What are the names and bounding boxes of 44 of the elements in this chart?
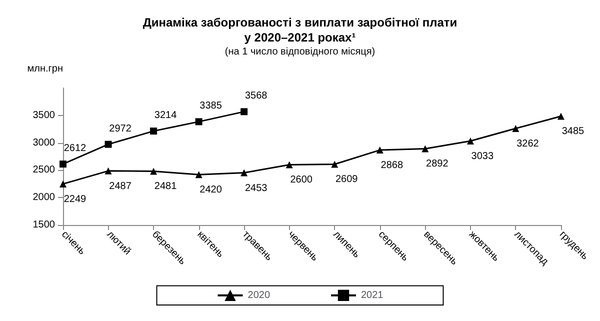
- point: [195, 171, 202, 178]
- legend-label: 2020: [248, 290, 270, 301]
- point: [422, 145, 429, 152]
- data-label: 2487: [109, 180, 132, 192]
- point: [195, 118, 202, 126]
- point: [240, 108, 248, 116]
- point: [512, 124, 520, 132]
- point: [104, 140, 112, 148]
- data-label: 2249: [64, 194, 87, 205]
- data-label: 2600: [290, 174, 313, 186]
- y-tick-label: 1500: [32, 220, 56, 230]
- point: [60, 160, 66, 168]
- point: [60, 180, 66, 188]
- data-label: 3485: [562, 126, 585, 138]
- y-tick-label: 3500: [32, 110, 56, 121]
- data-label: 2892: [426, 158, 449, 170]
- data-label: 2868: [380, 160, 404, 172]
- y-tick-label: 3000: [32, 137, 56, 148]
- y-axis-title: млн.грн: [27, 64, 63, 74]
- data-label: 3214: [154, 110, 178, 122]
- point: [150, 168, 158, 175]
- data-label: 2609: [335, 174, 358, 186]
- y-tick-label: 2500: [32, 164, 56, 176]
- point: [104, 167, 112, 174]
- data-label: 2972: [109, 123, 132, 134]
- data-label: 2420: [200, 184, 222, 196]
- data-label: 3385: [200, 100, 222, 112]
- data-label: 2481: [154, 181, 178, 192]
- data-label: 3568: [244, 90, 268, 102]
- point: [466, 137, 474, 144]
- point: [557, 112, 564, 120]
- point: [331, 160, 338, 168]
- chart-subtitle: (на 1 число відповідного місяця): [224, 46, 376, 58]
- data-label: 2453: [244, 182, 268, 194]
- point: [286, 161, 293, 168]
- legend-label: 2021: [361, 290, 384, 301]
- data-label: 3262: [516, 138, 540, 150]
- point: [376, 146, 384, 154]
- data-label: 3033: [471, 150, 494, 162]
- point: [240, 169, 248, 176]
- point: [150, 128, 158, 135]
- y-tick-label: 2000: [32, 192, 56, 204]
- data-label: 2612: [64, 143, 87, 154]
- chart-title: Динаміка заборгованості з виплати заробітної плати у 2020–2021 роках¹: [142, 16, 458, 44]
